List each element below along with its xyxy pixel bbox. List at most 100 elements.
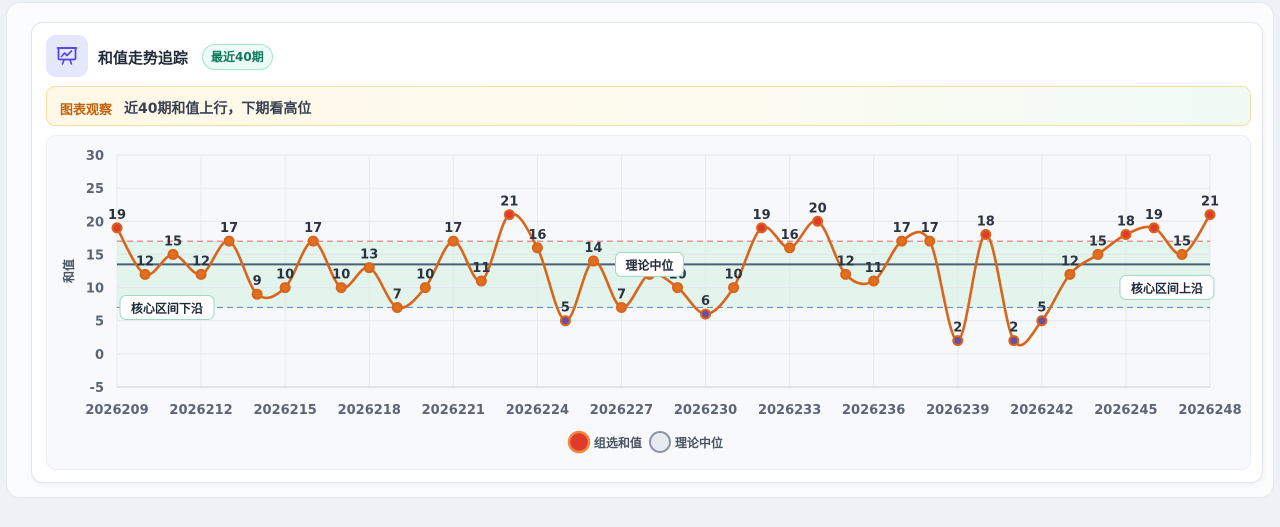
y-axis-title: 和值 — [61, 259, 76, 284]
data-label: 9 — [253, 274, 262, 289]
x-tick-label: 2026221 — [422, 403, 485, 418]
data-label: 11 — [472, 261, 490, 276]
data-point[interactable] — [840, 268, 852, 280]
data-label: 16 — [781, 228, 799, 243]
data-point[interactable] — [531, 242, 543, 254]
data-label: 21 — [1201, 195, 1219, 210]
data-label: 14 — [584, 241, 602, 256]
x-tick-label: 2026230 — [674, 403, 737, 418]
data-label: 17 — [444, 221, 462, 236]
data-label: 20 — [809, 201, 827, 216]
data-point[interactable] — [587, 255, 599, 267]
data-label: 18 — [977, 215, 995, 230]
data-point[interactable] — [615, 301, 627, 313]
data-label: 19 — [108, 208, 126, 223]
data-point[interactable] — [1148, 222, 1160, 234]
data-point[interactable] — [868, 275, 880, 287]
data-label: 17 — [220, 221, 238, 236]
data-label: 16 — [528, 228, 546, 243]
data-label: 10 — [332, 268, 350, 283]
data-point[interactable] — [1092, 248, 1104, 260]
x-tick-label: 2026209 — [85, 403, 148, 418]
data-point[interactable] — [1008, 335, 1020, 347]
data-point[interactable] — [952, 335, 964, 347]
data-point[interactable] — [251, 288, 263, 300]
data-label: 2 — [1009, 321, 1018, 336]
y-tick-label: 0 — [95, 348, 104, 363]
chart-card: 和值走势追踪 最近40期 图表观察 近40期和值上行，下期看高位 -5 0 5 10 1… — [31, 22, 1263, 483]
legend-label-sum: 组选和值 — [594, 435, 642, 450]
data-point[interactable] — [559, 315, 571, 327]
data-label: 15 — [1089, 234, 1107, 249]
y-tick-label: 10 — [86, 282, 104, 297]
data-point[interactable] — [756, 222, 768, 234]
data-label: 7 — [617, 287, 626, 302]
x-tick-label: 2026233 — [758, 403, 821, 418]
data-point[interactable] — [896, 235, 908, 247]
data-point[interactable] — [111, 222, 123, 234]
data-point[interactable] — [279, 282, 291, 294]
y-tick-label: 20 — [86, 215, 104, 230]
data-point[interactable] — [1120, 229, 1132, 241]
x-tick-label: 2026248 — [1178, 403, 1241, 418]
period-badge: 最近40期 — [202, 44, 273, 70]
data-label: 17 — [304, 221, 322, 236]
lower-annotation-text: 核心区间下沿 — [131, 300, 203, 315]
x-tick-label: 2026242 — [1010, 403, 1073, 418]
x-tick-label: 2026239 — [926, 403, 989, 418]
data-label: 12 — [192, 254, 210, 269]
legend-marker-median[interactable] — [649, 431, 671, 453]
card-title: 和值走势追踪 — [98, 49, 189, 67]
y-tick-label: 15 — [86, 248, 104, 263]
data-label: 12 — [136, 254, 154, 269]
data-point[interactable] — [980, 229, 992, 241]
data-point[interactable] — [223, 235, 235, 247]
data-point[interactable] — [503, 209, 515, 221]
data-point[interactable] — [363, 262, 375, 274]
data-point[interactable] — [1036, 315, 1048, 327]
insight-text: 近40期和值上行，下期看高位 — [124, 101, 312, 117]
data-label: 10 — [416, 268, 434, 283]
insight-banner: 图表观察 近40期和值上行，下期看高位 — [46, 86, 1251, 126]
data-label: 21 — [500, 195, 518, 210]
data-point[interactable] — [812, 215, 824, 227]
lower-annotation-box — [119, 294, 215, 320]
x-tick-label: 2026236 — [842, 403, 905, 418]
data-label: 11 — [865, 261, 883, 276]
data-point[interactable] — [335, 282, 347, 294]
outer-panel: 和值走势追踪 最近40期 图表观察 近40期和值上行，下期看高位 -5 0 5 10 1… — [6, 2, 1274, 498]
data-point[interactable] — [924, 235, 936, 247]
data-point[interactable] — [475, 275, 487, 287]
data-label: 7 — [393, 287, 402, 302]
legend-marker-sum[interactable] — [567, 430, 591, 454]
data-label: 10 — [725, 268, 743, 283]
data-label: 19 — [753, 208, 771, 223]
data-label: 13 — [360, 248, 378, 263]
data-point[interactable] — [139, 268, 151, 280]
data-point[interactable] — [700, 308, 712, 320]
data-label: 5 — [561, 301, 570, 316]
data-point[interactable] — [784, 242, 796, 254]
data-label: 17 — [921, 221, 939, 236]
data-label: 12 — [1061, 254, 1079, 269]
data-point[interactable] — [419, 282, 431, 294]
x-tick-label: 2026218 — [338, 403, 401, 418]
data-point[interactable] — [447, 235, 459, 247]
data-point[interactable] — [1204, 209, 1216, 221]
data-point[interactable] — [672, 282, 684, 294]
data-point[interactable] — [307, 235, 319, 247]
median-annotation-text: 理论中位 — [625, 257, 673, 272]
data-point[interactable] — [1176, 248, 1188, 260]
data-point[interactable] — [195, 268, 207, 280]
upper-annotation-box — [1119, 274, 1215, 300]
data-label: 17 — [893, 221, 911, 236]
data-point[interactable] — [167, 248, 179, 260]
data-point[interactable] — [391, 301, 403, 313]
data-label: 19 — [1145, 208, 1163, 223]
data-point[interactable] — [1064, 268, 1076, 280]
x-tick-label: 2026215 — [253, 403, 316, 418]
data-label: 6 — [701, 294, 710, 309]
data-label: 18 — [1117, 215, 1135, 230]
data-point[interactable] — [728, 282, 740, 294]
